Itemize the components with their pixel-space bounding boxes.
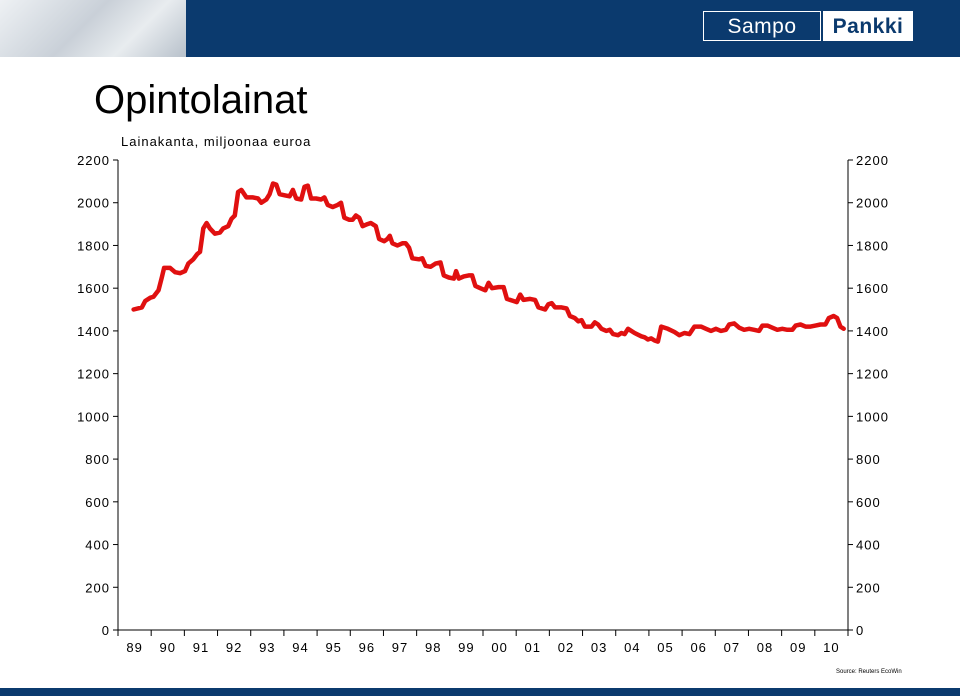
- x-tick-label: 09: [790, 640, 806, 655]
- x-tick-label: 96: [359, 640, 375, 655]
- logo-sampo: Sampo: [703, 11, 821, 41]
- bottom-bar: [0, 688, 960, 696]
- y-tick-label-right: 1000: [856, 409, 889, 424]
- source-note: Source: Reuters EcoWin: [836, 669, 902, 675]
- y-tick-label-left: 800: [85, 452, 110, 467]
- y-tick-label-right: 1400: [856, 324, 889, 339]
- x-tick-label: 04: [624, 640, 640, 655]
- x-tick-label: 00: [491, 640, 507, 655]
- y-tick-label-left: 1400: [77, 324, 110, 339]
- top-banner: Sampo Pankki: [0, 0, 960, 57]
- y-tick-label-left: 600: [85, 495, 110, 510]
- y-tick-label-left: 2000: [77, 196, 110, 211]
- chart-title: Opintolainat: [94, 78, 308, 122]
- chart-subtitle: Lainakanta, miljoonaa euroa: [121, 134, 312, 149]
- x-tick-label: 10: [823, 640, 839, 655]
- y-tick-label-left: 2200: [77, 153, 110, 168]
- y-tick-label-left: 1600: [77, 281, 110, 296]
- y-tick-label-left: 200: [85, 580, 110, 595]
- y-tick-label-right: 1600: [856, 281, 889, 296]
- x-tick-label: 95: [325, 640, 341, 655]
- banner-decoration: [0, 0, 186, 57]
- sampo-pankki-logo: Sampo Pankki: [703, 11, 913, 43]
- y-tick-label-left: 1200: [77, 367, 110, 382]
- y-tick-label-left: 1000: [77, 409, 110, 424]
- x-tick-label: 98: [425, 640, 441, 655]
- y-tick-label-right: 800: [856, 452, 881, 467]
- y-tick-label-right: 2000: [856, 196, 889, 211]
- y-tick-label-left: 1800: [77, 238, 110, 253]
- x-tick-label: 93: [259, 640, 275, 655]
- y-tick-label-right: 1800: [856, 238, 889, 253]
- x-tick-label: 90: [160, 640, 176, 655]
- x-tick-label: 89: [126, 640, 142, 655]
- x-tick-label: 05: [657, 640, 673, 655]
- y-tick-label-right: 200: [856, 580, 881, 595]
- y-tick-label-right: 400: [856, 538, 881, 553]
- y-tick-label-left: 400: [85, 538, 110, 553]
- y-tick-label-right: 600: [856, 495, 881, 510]
- x-tick-label: 06: [690, 640, 706, 655]
- y-tick-label-right: 0: [856, 623, 864, 638]
- logo-pankki: Pankki: [823, 11, 913, 41]
- x-tick-label: 97: [392, 640, 408, 655]
- y-tick-label-right: 1200: [856, 367, 889, 382]
- x-tick-label: 94: [292, 640, 308, 655]
- y-tick-label-right: 2200: [856, 153, 889, 168]
- x-tick-label: 99: [458, 640, 474, 655]
- series-line: [131, 181, 846, 344]
- x-tick-label: 92: [226, 640, 242, 655]
- x-tick-label: 07: [724, 640, 740, 655]
- y-tick-label-left: 0: [102, 623, 110, 638]
- x-tick-label: 91: [193, 640, 209, 655]
- chart-series: [131, 181, 846, 344]
- x-tick-label: 03: [591, 640, 607, 655]
- x-tick-label: 02: [558, 640, 574, 655]
- x-tick-label: 01: [525, 640, 541, 655]
- x-tick-label: 08: [757, 640, 773, 655]
